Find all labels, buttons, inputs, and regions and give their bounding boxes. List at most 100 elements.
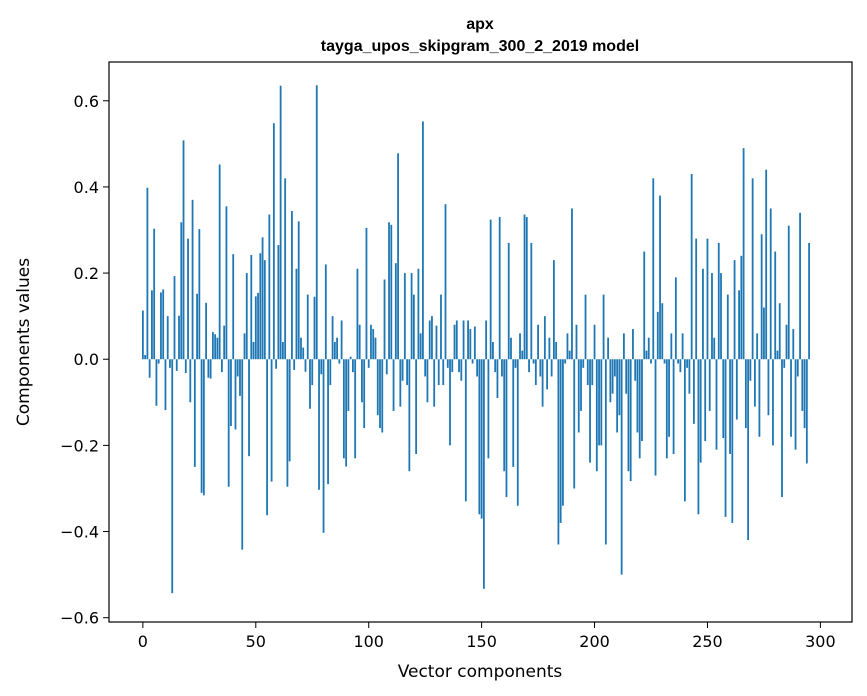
bar <box>175 359 178 371</box>
bar <box>336 337 338 360</box>
bar <box>559 359 562 523</box>
bar <box>557 359 560 545</box>
bar <box>464 359 467 502</box>
bar <box>625 359 628 394</box>
bar <box>342 359 345 459</box>
bar <box>690 174 693 360</box>
bar <box>702 268 704 360</box>
bar <box>180 222 183 360</box>
bar <box>381 359 384 433</box>
bar <box>498 217 501 360</box>
bar <box>446 359 449 368</box>
bar <box>243 333 246 360</box>
bar <box>785 324 788 360</box>
bar <box>744 359 747 429</box>
bar <box>351 359 354 373</box>
bar <box>591 359 594 386</box>
bar <box>449 359 451 446</box>
bar <box>672 359 675 454</box>
bar <box>458 359 460 373</box>
bar <box>263 260 266 360</box>
bar <box>392 359 395 411</box>
bar <box>688 359 691 394</box>
bar <box>160 292 162 360</box>
bar <box>248 359 250 457</box>
bar <box>202 359 205 496</box>
bar <box>778 303 781 360</box>
bar <box>291 211 293 360</box>
bar <box>428 320 431 360</box>
bar <box>573 359 576 489</box>
bar <box>236 359 239 377</box>
bar <box>166 316 169 360</box>
bar <box>157 359 160 364</box>
bar <box>376 359 379 416</box>
bar <box>571 208 573 360</box>
bar <box>677 359 680 364</box>
bar <box>758 359 761 437</box>
bar <box>494 359 497 373</box>
bar <box>200 359 203 493</box>
bar <box>349 356 352 360</box>
bar <box>221 359 223 373</box>
bar <box>254 296 257 360</box>
bar <box>618 359 621 416</box>
bar <box>338 359 341 364</box>
bar <box>636 359 639 433</box>
bar <box>155 359 158 406</box>
bar <box>333 342 336 360</box>
bar <box>735 359 738 420</box>
bar <box>417 268 420 360</box>
bar <box>663 359 666 364</box>
bar <box>209 359 212 379</box>
bar <box>223 325 226 360</box>
bar <box>485 320 488 360</box>
bar <box>257 292 259 360</box>
bar <box>805 359 808 464</box>
bar <box>706 238 709 360</box>
bar <box>564 359 567 364</box>
bar <box>297 221 300 360</box>
bar <box>148 359 151 378</box>
bar <box>169 359 171 368</box>
bar <box>715 359 718 450</box>
bar <box>584 294 587 360</box>
bar <box>437 359 440 386</box>
bar <box>600 359 603 446</box>
bar <box>482 359 485 589</box>
y-tick-label: −0.6 <box>60 609 99 628</box>
bar <box>476 359 479 377</box>
bar <box>546 359 549 390</box>
x-tick-label: 150 <box>466 632 497 651</box>
bar <box>489 219 492 360</box>
bar <box>467 320 469 360</box>
bar <box>738 290 740 360</box>
x-tick-label: 100 <box>353 632 384 651</box>
bar <box>593 324 596 360</box>
bar <box>218 164 221 360</box>
x-tick-label: 250 <box>692 632 723 651</box>
bar <box>722 359 725 439</box>
bar <box>668 359 670 437</box>
bar <box>403 273 406 360</box>
x-tick-label: 50 <box>246 632 266 651</box>
bar <box>309 359 311 409</box>
bar <box>604 359 607 545</box>
bar <box>216 337 219 360</box>
bar <box>753 359 756 407</box>
y-axis-label: Components values <box>14 258 34 426</box>
bar <box>232 254 235 360</box>
bar <box>141 310 144 360</box>
bar <box>641 359 643 442</box>
bar <box>577 359 580 433</box>
bar <box>548 337 551 360</box>
bar <box>234 359 237 430</box>
bar <box>801 359 804 411</box>
bar <box>191 199 194 360</box>
bar <box>516 359 519 506</box>
bar <box>645 350 648 360</box>
bar <box>568 350 571 360</box>
chart-subtitle: tayga_upos_skipgram_300_2_2019 model <box>321 38 639 55</box>
bar <box>537 324 539 360</box>
bar <box>259 253 262 360</box>
